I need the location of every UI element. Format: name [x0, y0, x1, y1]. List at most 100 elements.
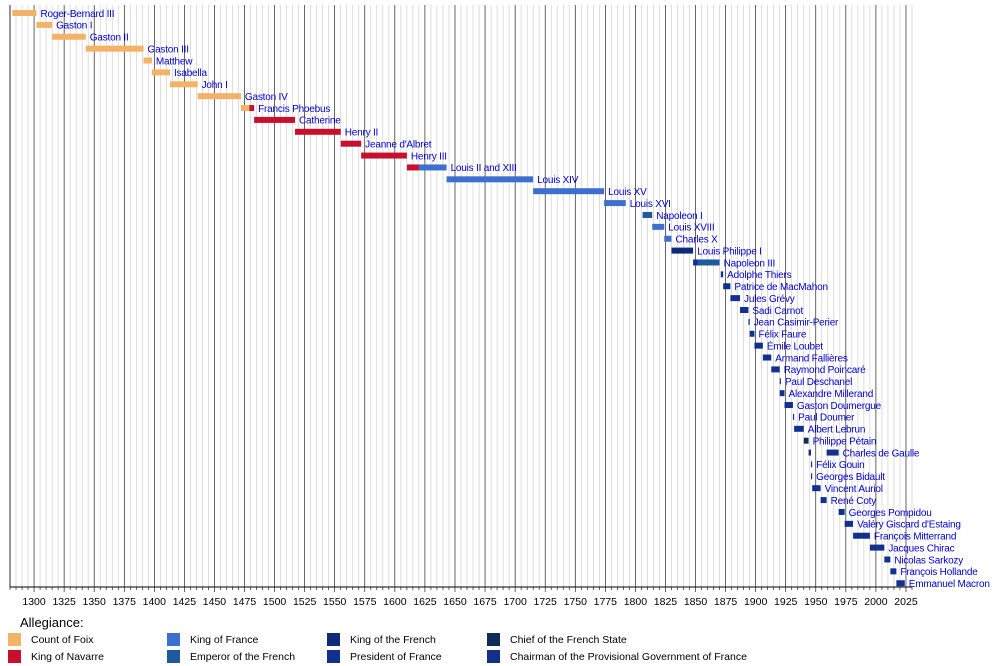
timeline-label: Nicolas Sarkozy: [894, 555, 963, 566]
timeline-label: Gaston III: [147, 44, 188, 55]
x-tick-label: 1500: [263, 596, 287, 608]
timeline-row: Jean Casimir-Perier: [748, 318, 839, 329]
timeline-bar: [792, 413, 795, 420]
timeline-bar: [652, 223, 665, 230]
timeline-row: Jeanne d'Albret: [340, 139, 432, 150]
grid-lines: [9, 5, 913, 587]
timeline-row: Adolphe Thiers: [720, 270, 792, 281]
timeline-label: Louis XVI: [630, 199, 671, 210]
timeline-bar: [604, 200, 626, 207]
timeline-bar: [810, 473, 813, 480]
timeline-row: Sadi Carnot: [740, 306, 804, 317]
timeline-row: Louis XVIII: [652, 223, 715, 234]
timeline-bar: [730, 295, 741, 302]
x-tick-label: 1575: [353, 596, 377, 608]
x-tick-label: 1525: [293, 596, 317, 608]
timeline-label: Louis XVIII: [668, 223, 714, 234]
timeline-label: Louis Philippe I: [697, 246, 762, 257]
timeline-bar: [340, 140, 362, 147]
timeline-bar: [533, 188, 605, 195]
timeline-row: Valéry Giscard d'Estaing: [844, 520, 961, 531]
timeline-row: Patrice de MacMahon: [723, 282, 828, 293]
timeline-row: Jacques Chirac: [869, 543, 955, 554]
timeline-bar: [812, 485, 821, 492]
timeline-row: Nicolas Sarkozy: [884, 555, 963, 566]
timeline-label: Francis Phoebus: [258, 104, 330, 115]
timeline-bar: [794, 425, 804, 432]
timeline-row: René Coty: [820, 496, 877, 507]
timeline-label: Jacques Chirac: [888, 543, 954, 554]
x-tick-label: 1875: [714, 596, 738, 608]
timeline-bar: [254, 116, 296, 123]
timeline-label: René Coty: [831, 496, 877, 507]
timeline-label: Roger-Bernard III: [40, 9, 114, 20]
x-tick-label: 1450: [203, 596, 227, 608]
timeline-row: Armand Fallières: [762, 353, 848, 364]
timeline-label: Valéry Giscard d'Estaing: [857, 520, 961, 531]
x-tick-label: 1625: [413, 596, 437, 608]
timeline-label: François Mitterrand: [874, 532, 956, 543]
x-axis: 1300 1325 1350 1375 1400 1425 1450 1475 1500 1525…: [9, 586, 918, 608]
timeline-label: Félix Faure: [758, 330, 806, 341]
x-tick-label: 1925: [774, 596, 798, 608]
x-tick-label: 1400: [143, 596, 167, 608]
timeline-label: Henry II: [345, 128, 378, 139]
timeline-bar: [52, 33, 86, 40]
timeline-bar: [844, 520, 854, 527]
timeline-label: Paul Doumer: [798, 413, 855, 424]
timeline-bar: [693, 259, 698, 266]
timeline-label: Catherine: [299, 116, 341, 127]
x-tick-label: 1950: [804, 596, 828, 608]
timeline-row: Paul Doumer: [792, 413, 855, 424]
timeline-label: Philippe Pétain: [813, 436, 877, 447]
timeline-bar: [838, 508, 845, 515]
timeline-bar: [85, 45, 144, 52]
timeline-row: Georges Pompidou: [838, 508, 932, 519]
timeline-label: Armand Fallières: [775, 353, 848, 364]
timeline-row: Gaston III: [85, 44, 189, 55]
x-tick-label: 1675: [473, 596, 497, 608]
timeline-label: Sadi Carnot: [752, 306, 803, 317]
timeline-row: Napoleon III: [693, 258, 775, 269]
timeline-row: Francis Phoebus: [240, 104, 331, 115]
x-tick-label: 1650: [443, 596, 467, 608]
x-tick-label: 1825: [654, 596, 678, 608]
x-tick-label: 1425: [173, 596, 197, 608]
timeline-label: Georges Bidault: [816, 472, 885, 483]
timeline-row: François Hollande: [890, 567, 978, 578]
timeline-bar: [803, 437, 809, 444]
timeline-bar: [406, 164, 419, 171]
timeline-bar: [12, 10, 37, 16]
timeline-row: Émile Loubet: [754, 339, 823, 352]
timeline-bar: [240, 105, 250, 112]
timeline-row: Charles X: [664, 235, 718, 246]
timeline-bar: [754, 342, 763, 349]
timeline-bar: [762, 354, 772, 361]
timeline-label: Gaston Doumergue: [797, 401, 882, 412]
timeline-bar: [896, 580, 905, 587]
timeline-label: Patrice de MacMahon: [734, 282, 827, 293]
timeline-label: Charles de Gaulle: [843, 448, 920, 459]
timeline-label: Gaston IV: [245, 92, 288, 103]
x-tick-label: 1700: [503, 596, 527, 608]
timeline-bar: [723, 283, 731, 290]
x-tick-label: 1550: [323, 596, 347, 608]
timeline-row: Catherine: [254, 116, 341, 127]
timeline-row: Philippe Pétain: [803, 436, 877, 447]
timeline-bar: [143, 57, 152, 64]
timeline-row: Jules Grévy: [730, 294, 795, 305]
timeline-label: Louis II and XIII: [451, 163, 517, 174]
timeline-row: Roger-Bernard III: [12, 9, 115, 20]
timeline-row: Georges Bidault: [810, 472, 886, 483]
x-tick-label: 1600: [383, 596, 407, 608]
timeline-label: Alexandre Millerand: [789, 389, 874, 400]
timeline-label: Napoleon III: [724, 258, 776, 269]
timeline-bar: [295, 128, 341, 135]
x-tick-label: 1375: [113, 596, 137, 608]
x-tick-label: 2025: [894, 596, 918, 608]
x-tick-label: 1850: [684, 596, 708, 608]
timeline-row: Louis XV: [533, 187, 647, 198]
timeline-row: Gaston I: [36, 21, 92, 32]
